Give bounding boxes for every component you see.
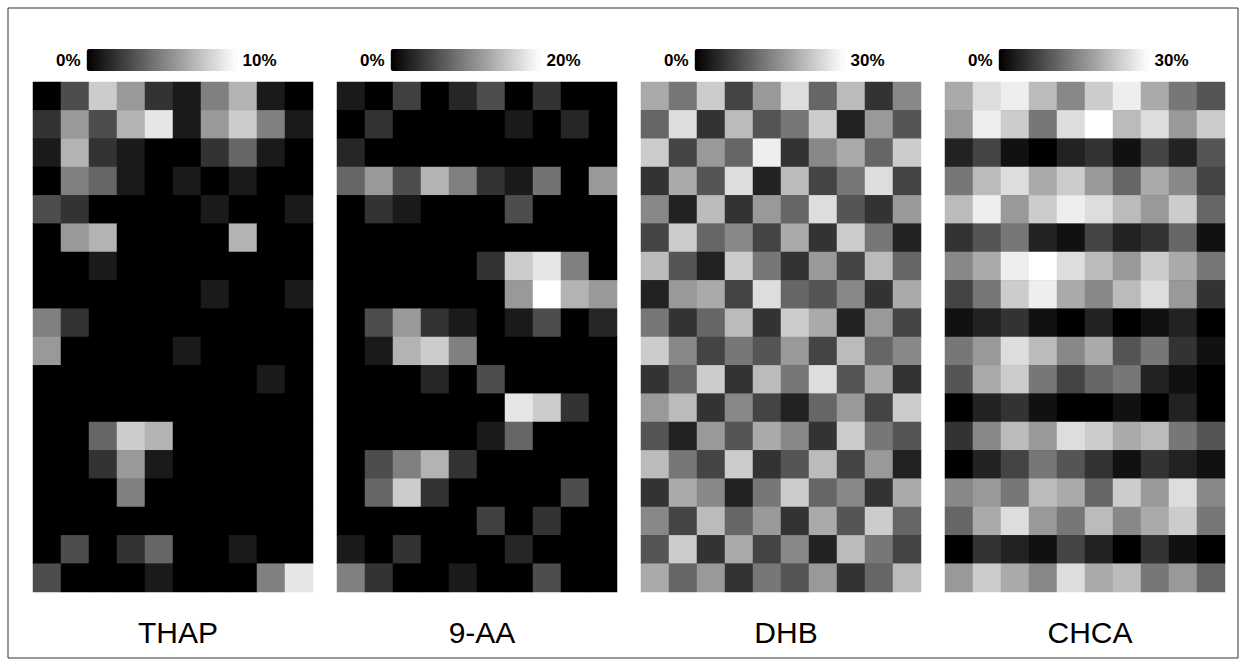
svg-text:20%: 20% [547, 51, 581, 70]
svg-text:THAP: THAP [138, 616, 218, 649]
svg-text:30%: 30% [851, 51, 885, 70]
svg-text:0%: 0% [968, 51, 993, 70]
svg-text:0%: 0% [664, 51, 689, 70]
svg-text:CHCA: CHCA [1047, 616, 1132, 649]
svg-text:DHB: DHB [754, 616, 817, 649]
svg-text:0%: 0% [360, 51, 385, 70]
svg-text:9-AA: 9-AA [449, 616, 516, 649]
svg-text:30%: 30% [1155, 51, 1189, 70]
svg-text:10%: 10% [243, 51, 277, 70]
svg-text:0%: 0% [56, 51, 81, 70]
